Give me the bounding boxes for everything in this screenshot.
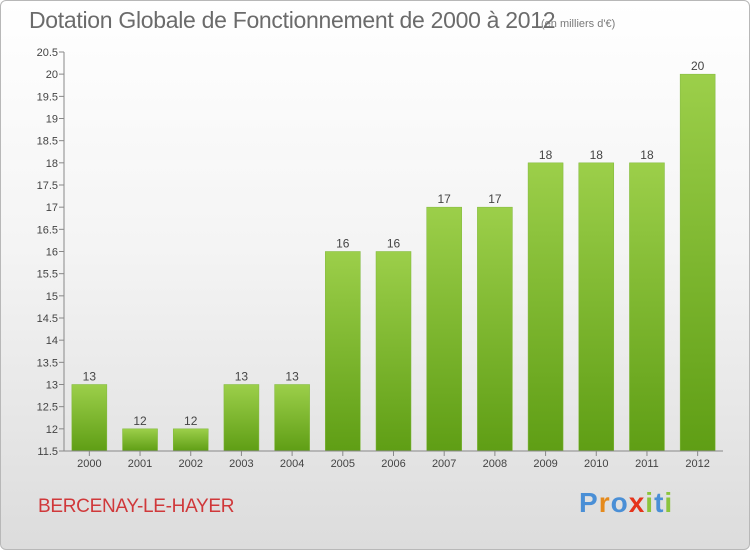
commune-name: BERCENAY-LE-HAYER (38, 496, 235, 517)
bar-value-label-2002: 12 (184, 414, 198, 428)
y-tick-label: 16.5 (37, 224, 58, 236)
y-axis: 11.5 12 12.5 13 13.5 14 14.5 15 15.5 16 16.5 17 17.5… (37, 47, 65, 458)
x-tick-label-2009: 2009 (533, 458, 557, 470)
bar-value-label-2008: 17 (488, 192, 502, 206)
x-tick-label-2000: 2000 (77, 458, 101, 470)
bar-2010 (578, 162, 615, 452)
y-tick-label: 13.5 (37, 357, 58, 369)
y-tick-label: 19.5 (37, 91, 58, 103)
bar-value-label-2010: 18 (590, 148, 604, 162)
bar-2004 (274, 384, 310, 452)
x-tick-label-2003: 2003 (229, 458, 253, 470)
x-tick-label-2011: 2011 (635, 458, 659, 470)
y-tick-label: 19 (46, 114, 58, 126)
logo-letter: o (610, 487, 629, 518)
bar-2009 (527, 162, 564, 452)
x-tick-label-2008: 2008 (483, 458, 507, 470)
x-tick-label-2007: 2007 (432, 458, 456, 470)
bars-group: 13 12 12 13 13 16 16 17 17 18 18 18 20 (71, 59, 716, 452)
bar-value-label-2006: 16 (387, 237, 401, 251)
y-tick-label: 17 (46, 202, 58, 214)
proxiti-logo[interactable]: Proxiti (579, 487, 673, 519)
y-tick-label: 11.5 (37, 446, 58, 458)
bar-2002 (172, 428, 209, 452)
y-tick-label: 13 (46, 380, 58, 392)
y-tick-label: 14 (46, 335, 58, 347)
y-tick-label: 18 (46, 158, 58, 170)
y-tick-label: 15.5 (37, 269, 58, 281)
chart-title: Dotation Globale de Fonctionnement de 20… (29, 7, 556, 33)
logo-letter: i (645, 487, 655, 518)
bar-2003 (223, 384, 260, 452)
bar-2007 (426, 206, 462, 452)
logo-letter: i (664, 487, 674, 518)
bar-value-label-2001: 12 (133, 414, 147, 428)
logo-letter: r (598, 487, 611, 518)
logo-letter: P (579, 487, 599, 518)
bar-value-label-2005: 16 (336, 237, 350, 251)
bar-value-label-2009: 18 (539, 148, 553, 162)
bar-value-label-2003: 13 (235, 370, 249, 384)
bar-value-label-2004: 13 (285, 370, 299, 384)
y-tick-label: 20 (46, 69, 58, 81)
x-tick-label-2005: 2005 (331, 458, 355, 470)
bar-2006 (375, 251, 412, 452)
bar-2008 (477, 206, 513, 452)
y-tick-label: 12.5 (37, 402, 58, 414)
x-tick-label-2001: 2001 (128, 458, 152, 470)
bar-2012 (679, 73, 716, 452)
x-tick-label-2006: 2006 (381, 458, 405, 470)
logo-letter: t (654, 487, 665, 518)
bar-value-label-2007: 17 (438, 192, 452, 206)
y-tick-label: 16 (46, 247, 58, 259)
bar-2005 (325, 251, 361, 452)
x-tick-label-2010: 2010 (584, 458, 608, 470)
bar-2000 (71, 384, 108, 452)
y-tick-label: 14.5 (37, 313, 58, 325)
bar-value-label-2000: 13 (83, 370, 97, 384)
y-tick-label: 18.5 (37, 136, 58, 148)
bar-2001 (122, 428, 158, 452)
y-tick-label: 20.5 (37, 47, 58, 59)
x-tick-label-2004: 2004 (280, 458, 304, 470)
chart-subtitle: (en milliers d'€) (541, 18, 616, 30)
bar-value-label-2012: 20 (691, 59, 705, 73)
x-tick-label-2002: 2002 (178, 458, 202, 470)
bar-2011 (629, 162, 665, 452)
y-tick-label: 12 (46, 424, 58, 436)
x-tick-label-2012: 2012 (685, 458, 709, 470)
bar-value-label-2011: 18 (640, 148, 654, 162)
y-tick-label: 15 (46, 291, 58, 303)
y-tick-label: 17.5 (37, 180, 58, 192)
x-axis: 2000 2001 2002 2003 2004 2005 2006 2007 2008 2009… (64, 450, 723, 470)
logo-letter: x (628, 487, 646, 518)
